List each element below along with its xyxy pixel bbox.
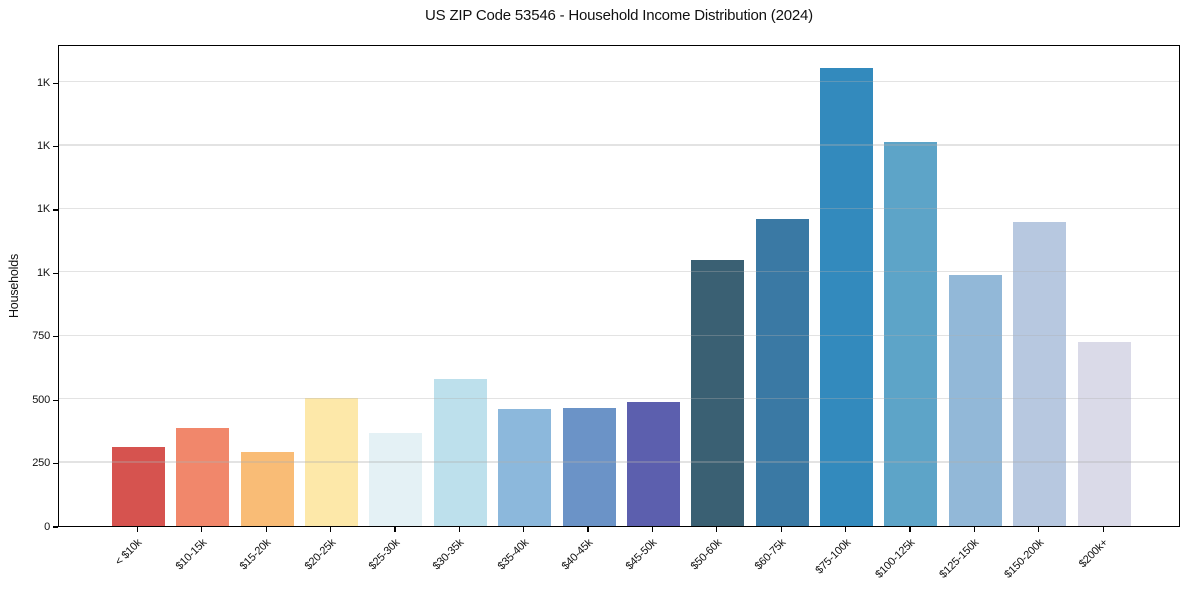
chart-title: US ZIP Code 53546 - Household Income Dis… xyxy=(425,7,813,24)
x-tick-mark xyxy=(136,527,138,532)
y-tick-label: 1K xyxy=(36,266,50,279)
x-tick-label: $45-50k xyxy=(624,536,660,573)
bar-25-30k xyxy=(369,433,423,526)
y-tick-mark xyxy=(52,272,58,274)
x-tick-mark xyxy=(587,527,589,532)
gridline-1000 xyxy=(59,271,1179,273)
bar-10k xyxy=(111,447,165,526)
x-tick-label: $25-30k xyxy=(366,536,403,573)
x-tick-mark xyxy=(458,527,460,532)
bar-20-25k xyxy=(304,397,358,526)
x-tick-label: $50-60k xyxy=(688,536,725,573)
bar-75-100k xyxy=(820,68,874,526)
gridline-1500 xyxy=(59,144,1179,146)
x-tick-mark xyxy=(1102,527,1104,532)
y-axis-label: Households xyxy=(7,253,21,319)
y-tick-label: 1K xyxy=(36,203,50,216)
x-tick-label: $30-35k xyxy=(430,536,467,573)
y-tick-label: 1K xyxy=(36,76,50,89)
bar-125-150k xyxy=(948,274,1002,526)
x-tick-label: < $10k xyxy=(113,536,145,568)
x-tick-mark xyxy=(201,527,203,532)
bar-100-125k xyxy=(884,141,938,526)
bar-30-35k xyxy=(433,378,487,526)
x-tick-label: $125-150k xyxy=(937,536,982,581)
y-tick-mark xyxy=(52,145,58,148)
gridline-1750 xyxy=(59,80,1179,83)
y-tick-label: 500 xyxy=(32,393,50,406)
x-tick-mark xyxy=(845,527,847,532)
gridline-250 xyxy=(59,461,1179,463)
gridline-750 xyxy=(59,334,1179,336)
x-tick-mark xyxy=(716,527,718,532)
bar-50-60k xyxy=(691,259,745,526)
x-tick-label: $75-100k xyxy=(813,536,853,577)
y-tick-mark xyxy=(52,336,58,338)
y-tick-label: 1K xyxy=(36,140,50,152)
x-tick-mark xyxy=(780,527,782,532)
y-tick-mark xyxy=(52,463,58,465)
x-tick-label: $15-20k xyxy=(237,536,274,573)
gridline-1250 xyxy=(59,207,1179,209)
x-tick-mark xyxy=(973,527,976,532)
x-tick-mark xyxy=(651,527,654,532)
bar-60-75k xyxy=(755,219,809,526)
y-tick-mark xyxy=(52,209,58,211)
x-tick-mark xyxy=(329,527,332,532)
bar-150-200k xyxy=(1013,221,1067,526)
bar-35-40k xyxy=(498,409,552,526)
bar-40-45k xyxy=(562,408,616,526)
y-tick-mark xyxy=(52,82,58,84)
x-tick-label: $200k+ xyxy=(1077,536,1111,571)
bar-45-50k xyxy=(626,401,680,526)
y-tick-mark xyxy=(52,399,58,401)
x-tick-label: $150-200k xyxy=(1002,536,1047,581)
x-tick-label: $10-15k xyxy=(173,536,209,573)
x-tick-label: $40-45k xyxy=(559,536,596,573)
x-tick-mark xyxy=(909,527,911,532)
x-tick-mark xyxy=(394,527,396,532)
y-tick-label: 0 xyxy=(44,520,50,533)
x-tick-mark xyxy=(265,527,267,532)
x-tick-mark xyxy=(523,527,525,532)
x-tick-label: $100-125k xyxy=(873,536,918,581)
bar-200k xyxy=(1077,342,1131,526)
y-tick-label: 750 xyxy=(32,330,50,343)
x-tick-label: $20-25k xyxy=(302,536,338,573)
x-tick-mark xyxy=(1038,527,1040,532)
y-tick-label: 250 xyxy=(32,457,50,470)
plot-area xyxy=(58,45,1180,527)
y-tick-mark xyxy=(52,526,58,528)
bar-15-20k xyxy=(240,452,294,526)
x-tick-label: $35-40k xyxy=(495,536,531,573)
bar-10-15k xyxy=(176,428,230,526)
gridline-500 xyxy=(59,398,1179,400)
x-tick-label: $60-75k xyxy=(752,536,789,573)
